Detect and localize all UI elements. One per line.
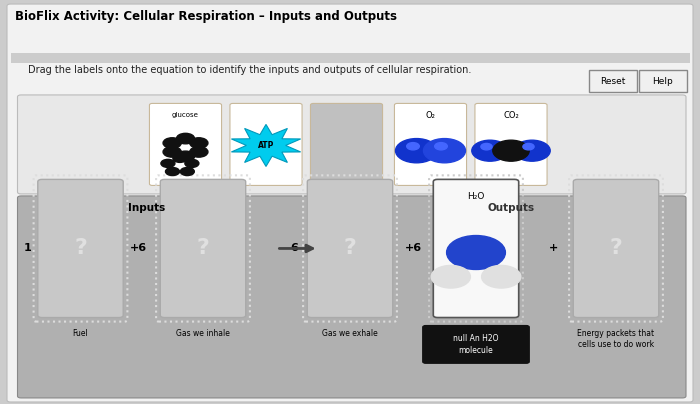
- Polygon shape: [232, 124, 300, 166]
- FancyBboxPatch shape: [423, 326, 529, 363]
- Text: +: +: [548, 244, 558, 253]
- FancyBboxPatch shape: [395, 103, 466, 185]
- FancyBboxPatch shape: [475, 103, 547, 185]
- FancyBboxPatch shape: [38, 179, 123, 318]
- Text: null An H2O
molecule: null An H2O molecule: [454, 334, 499, 355]
- FancyBboxPatch shape: [230, 103, 302, 185]
- Text: Reset: Reset: [601, 77, 626, 86]
- Circle shape: [435, 143, 447, 150]
- Circle shape: [447, 236, 505, 269]
- Text: ?: ?: [74, 238, 87, 259]
- Circle shape: [493, 140, 529, 161]
- Circle shape: [190, 147, 208, 157]
- Text: 1: 1: [24, 244, 32, 253]
- FancyBboxPatch shape: [18, 196, 686, 398]
- FancyBboxPatch shape: [589, 70, 637, 92]
- Circle shape: [523, 143, 534, 150]
- FancyBboxPatch shape: [18, 95, 686, 194]
- Circle shape: [163, 147, 181, 157]
- Text: H₂O: H₂O: [468, 192, 484, 201]
- Circle shape: [472, 140, 508, 161]
- Circle shape: [163, 138, 181, 148]
- FancyBboxPatch shape: [160, 179, 246, 318]
- FancyBboxPatch shape: [307, 179, 393, 318]
- Bar: [10, 53, 690, 63]
- Text: Inputs: Inputs: [128, 203, 166, 213]
- Circle shape: [424, 139, 466, 163]
- Text: ?: ?: [344, 238, 356, 259]
- Text: Drag the labels onto the equation to identify the inputs and outputs of cellular: Drag the labels onto the equation to ide…: [28, 65, 471, 76]
- Text: ?: ?: [197, 238, 209, 259]
- Text: ATP: ATP: [258, 141, 274, 150]
- FancyBboxPatch shape: [7, 4, 693, 402]
- Circle shape: [181, 168, 195, 176]
- Text: glucose: glucose: [172, 112, 199, 118]
- Text: Gas we inhale: Gas we inhale: [176, 329, 230, 338]
- FancyBboxPatch shape: [639, 70, 687, 92]
- Text: +6: +6: [130, 244, 147, 253]
- Text: BioFlix Activity: Cellular Respiration – Inputs and Outputs: BioFlix Activity: Cellular Respiration –…: [15, 10, 398, 23]
- FancyBboxPatch shape: [573, 179, 659, 318]
- Text: O₂: O₂: [426, 111, 435, 120]
- Circle shape: [190, 138, 208, 148]
- Circle shape: [185, 159, 199, 167]
- Text: Energy packets that
cells use to do work: Energy packets that cells use to do work: [578, 329, 655, 349]
- Text: ?: ?: [610, 238, 622, 259]
- Text: Fuel: Fuel: [73, 329, 88, 338]
- Circle shape: [176, 133, 195, 144]
- Circle shape: [161, 159, 175, 167]
- Text: Help: Help: [652, 77, 673, 86]
- Text: 6: 6: [290, 244, 298, 253]
- Circle shape: [514, 140, 550, 161]
- FancyBboxPatch shape: [311, 103, 382, 185]
- Circle shape: [407, 143, 419, 150]
- Circle shape: [482, 265, 521, 288]
- Text: Outputs: Outputs: [487, 203, 535, 213]
- Text: CO₂: CO₂: [503, 111, 519, 120]
- FancyBboxPatch shape: [433, 179, 519, 318]
- Text: Gas we exhale: Gas we exhale: [322, 329, 378, 338]
- Circle shape: [165, 168, 179, 176]
- Circle shape: [431, 265, 470, 288]
- FancyBboxPatch shape: [150, 103, 221, 185]
- Circle shape: [173, 154, 187, 162]
- Circle shape: [395, 139, 438, 163]
- Text: +6: +6: [405, 244, 421, 253]
- Circle shape: [176, 151, 195, 162]
- Circle shape: [481, 143, 492, 150]
